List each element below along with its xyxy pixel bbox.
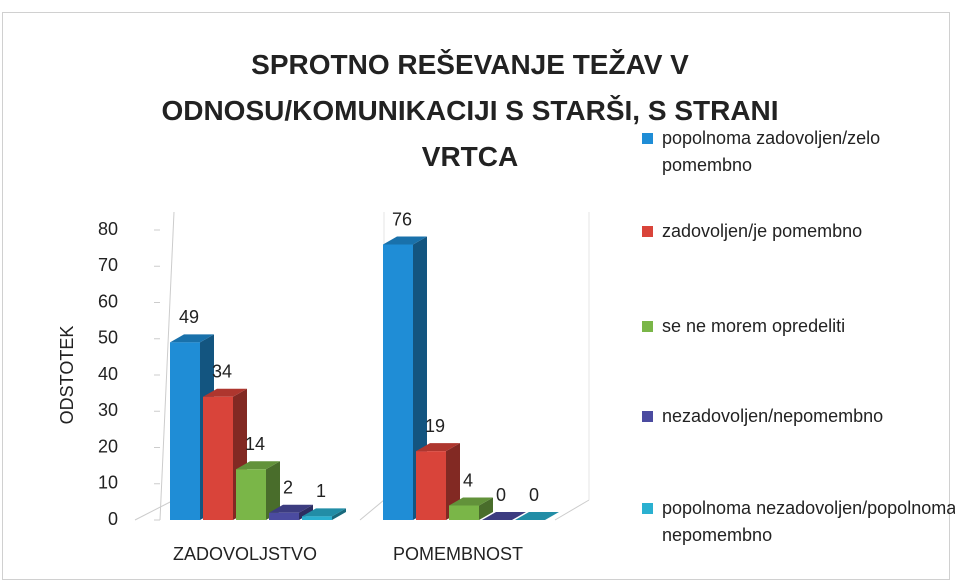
data-label: 14 [245, 434, 265, 454]
legend-label: popolnoma zadovoljen/zelo pomembno [662, 128, 881, 175]
bar-top [269, 504, 313, 513]
data-label: 1 [316, 481, 326, 501]
floor-line [554, 499, 590, 521]
bar [383, 244, 413, 520]
bar [449, 505, 479, 520]
bar [170, 342, 200, 520]
y-tick-label: 0 [108, 509, 118, 529]
bar-side [479, 497, 493, 520]
bar-top [482, 512, 526, 520]
legend-swatch [642, 411, 653, 422]
legend-swatch [642, 226, 653, 237]
bar [269, 512, 299, 520]
y-tick-label: 80 [98, 219, 118, 239]
bar-side [332, 508, 346, 520]
bar-side [266, 461, 280, 520]
data-label: 49 [179, 307, 199, 327]
floor-line [359, 499, 385, 521]
bar-top [416, 443, 460, 452]
bar-top [515, 512, 559, 520]
y-tick-label: 10 [98, 473, 118, 493]
legend-label: popolnoma nezadovoljen/popolnoma nepomem… [662, 498, 955, 545]
legend-item: se ne morem opredeliti [642, 313, 955, 340]
bar-top [170, 334, 214, 343]
legend-swatch [642, 503, 653, 514]
legend-swatch [642, 321, 653, 332]
bar-side [446, 443, 460, 520]
legend-item: nezadovoljen/nepomembno [642, 403, 955, 430]
data-label: 34 [212, 362, 232, 382]
bar-top [449, 497, 493, 506]
bar-top [383, 236, 427, 245]
y-tick-label: 20 [98, 436, 118, 456]
y-axis-line [159, 211, 175, 521]
legend-label: nezadovoljen/nepomembno [662, 406, 884, 426]
legend-swatch [642, 133, 653, 144]
legend-item: zadovoljen/je pomembno [642, 218, 955, 245]
y-tick-label: 70 [98, 255, 118, 275]
bar-top [203, 388, 247, 397]
y-tick-label: 50 [98, 328, 118, 348]
data-label: 76 [392, 209, 412, 229]
bar [302, 516, 332, 520]
bar [236, 469, 266, 520]
x-tick-label: ZADOVOLJSTVO [173, 544, 317, 564]
data-label: 0 [496, 485, 506, 505]
legend-item: popolnoma zadovoljen/zelo pomembno [642, 125, 955, 179]
bar-top [302, 508, 346, 517]
y-tick-label: 40 [98, 364, 118, 384]
y-axis-label: ODSTOTEK [57, 326, 77, 425]
legend-label: zadovoljen/je pomembno [662, 221, 863, 241]
y-tick-label: 30 [98, 400, 118, 420]
bar [416, 451, 446, 520]
legend-label: se ne morem opredeliti [662, 316, 846, 336]
bar-top [236, 461, 280, 470]
x-tick-label: POMEMBNOST [393, 544, 523, 564]
chart-frame [2, 12, 950, 580]
data-label: 19 [425, 416, 445, 436]
chart-title: SPROTNO REŠEVANJE TEŽAV V ODNOSU/KOMUNIK… [161, 49, 779, 172]
y-tick-label: 60 [98, 291, 118, 311]
bar [203, 396, 233, 520]
legend-item: popolnoma nezadovoljen/popolnoma nepomem… [642, 495, 955, 549]
floor-line [134, 499, 175, 521]
data-label: 0 [529, 485, 539, 505]
data-label: 2 [283, 478, 293, 498]
data-label: 4 [463, 470, 473, 490]
